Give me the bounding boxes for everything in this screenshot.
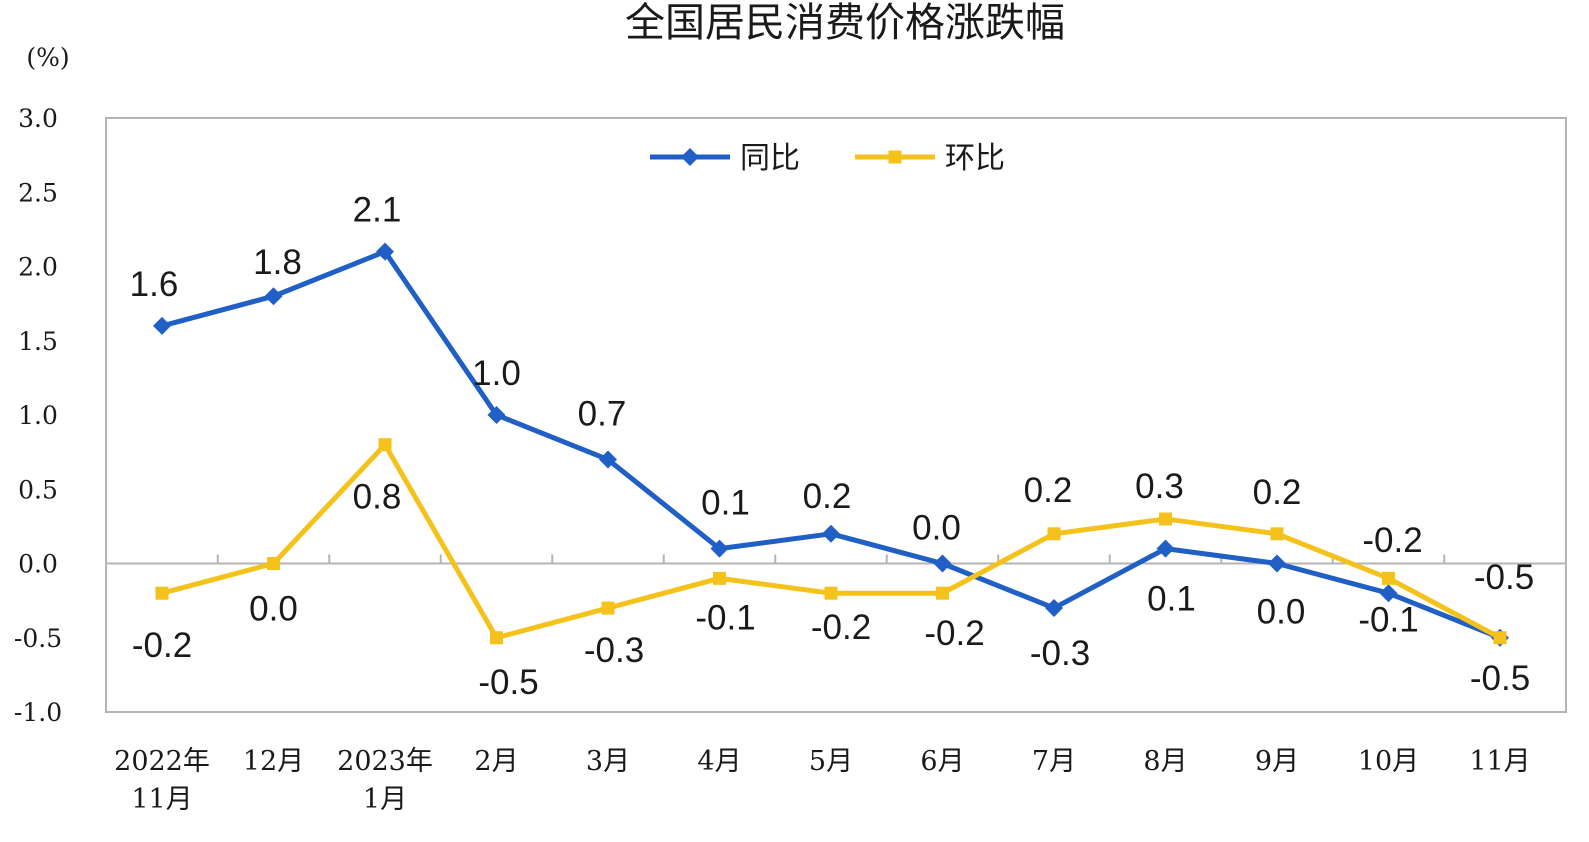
y-axis-unit: (%) <box>26 43 69 72</box>
x-tick-label: 1月 <box>363 784 407 815</box>
x-tick-label: 11月 <box>131 784 192 815</box>
data-label-mom: 0.8 <box>353 478 402 517</box>
legend-marker-yoy <box>681 148 699 166</box>
series-point-yoy <box>264 287 283 306</box>
data-label-yoy: 0.0 <box>912 509 961 548</box>
series-point-mom <box>713 571 726 585</box>
data-label-mom: -0.1 <box>1358 600 1418 639</box>
plot-area-frame <box>105 117 1567 713</box>
data-label-yoy: 0.2 <box>803 477 852 516</box>
series-point-yoy <box>376 242 394 261</box>
data-label-yoy: 1.8 <box>253 243 302 282</box>
series-point-yoy <box>1379 584 1398 603</box>
series-point-yoy <box>487 406 506 424</box>
x-tick-label: 10月 <box>1358 746 1419 777</box>
series-point-mom <box>824 586 838 600</box>
series-point-mom <box>601 601 615 615</box>
data-label-mom: -0.5 <box>1470 659 1530 698</box>
data-label-mom: 0.2 <box>1024 471 1073 510</box>
series-point-yoy <box>1156 539 1175 558</box>
data-label-mom: 0.0 <box>249 590 298 629</box>
y-tick-label: 3.0 <box>18 104 58 133</box>
series-point-yoy <box>1268 554 1286 573</box>
series-point-yoy <box>822 524 840 543</box>
series-point-mom <box>490 631 503 645</box>
series-point-mom <box>1270 527 1284 541</box>
x-tick-label: 3月 <box>586 746 630 777</box>
series-point-mom <box>1382 571 1395 585</box>
data-label-yoy: 1.0 <box>472 354 521 393</box>
y-tick-label: 1.5 <box>18 327 58 356</box>
y-tick-label: 1.0 <box>18 401 58 430</box>
series-point-mom <box>378 438 392 452</box>
series-point-mom <box>1493 631 1507 645</box>
series-point-mom <box>1159 512 1172 526</box>
x-tick-label: 8月 <box>1143 746 1187 777</box>
data-label-mom: -0.1 <box>695 598 755 637</box>
x-tick-label: 2023年 <box>337 746 433 777</box>
data-label-yoy: -0.5 <box>1474 558 1534 597</box>
data-label-mom: -0.3 <box>584 631 644 670</box>
y-tick-label: 2.5 <box>18 178 58 207</box>
legend-label: 环比 <box>945 141 1005 176</box>
series-line-yoy <box>161 249 1501 641</box>
x-tick-label: 12月 <box>243 746 304 777</box>
data-label-yoy: -0.3 <box>1030 634 1090 673</box>
data-label-yoy: 0.0 <box>1257 593 1306 632</box>
data-label-mom: -0.2 <box>811 608 871 647</box>
data-label-mom: 0.3 <box>1135 467 1184 506</box>
series-layer <box>153 242 1509 647</box>
legend: 同比 环比 <box>650 141 1005 176</box>
chart-title: 全国居民消费价格涨跌幅 <box>625 0 1065 46</box>
series-point-yoy <box>153 316 171 335</box>
series-point-mom <box>1047 527 1061 541</box>
series-point-yoy <box>933 554 952 573</box>
series-point-yoy <box>599 450 617 469</box>
data-label-yoy: 0.1 <box>1147 580 1196 619</box>
data-label-yoy: 2.1 <box>353 191 402 230</box>
series-point-mom <box>267 557 280 570</box>
data-label-yoy: 0.7 <box>578 395 627 434</box>
x-tick-label: 2022年 <box>114 746 210 777</box>
y-tick-label: -1.0 <box>14 698 62 727</box>
x-tick-label: 4月 <box>697 746 741 777</box>
x-tick-label: 6月 <box>920 746 964 777</box>
legend-marker-mom <box>888 150 902 164</box>
series-point-yoy <box>1045 599 1063 618</box>
y-tick-label: 0.0 <box>18 550 58 579</box>
x-tick-label: 2月 <box>474 746 518 777</box>
axes: 3.0 2.5 2.0 1.5 1.0 0.5 0.0 -0.5 -1.0 2022年 11月 12月… <box>14 104 1566 815</box>
series-point-mom <box>155 586 169 600</box>
data-label-mom: -0.2 <box>924 614 984 653</box>
legend-label: 同比 <box>740 141 800 176</box>
y-tick-label: -0.5 <box>14 624 62 653</box>
data-label-mom: -0.5 <box>478 663 538 702</box>
series-point-yoy <box>710 539 729 558</box>
x-tick-label: 5月 <box>809 746 853 777</box>
data-labels: 1.6 1.8 2.1 1.0 0.7 0.1 0.2 0.0 -0.3 0.1 0.0 -0.2 -0… <box>130 191 1534 702</box>
series-point-mom <box>936 586 949 600</box>
data-label-yoy: -0.2 <box>1362 521 1422 560</box>
x-tick-label: 11月 <box>1469 746 1530 777</box>
x-tick-label: 9月 <box>1255 746 1299 777</box>
y-tick-label: 2.0 <box>18 253 58 282</box>
data-label-yoy: 0.1 <box>701 484 750 523</box>
data-label-mom: 0.2 <box>1253 473 1302 512</box>
data-label-yoy: 1.6 <box>130 265 179 304</box>
y-tick-label: 0.5 <box>18 475 58 504</box>
x-tick-label: 7月 <box>1032 746 1076 777</box>
data-label-mom: -0.2 <box>132 626 192 665</box>
